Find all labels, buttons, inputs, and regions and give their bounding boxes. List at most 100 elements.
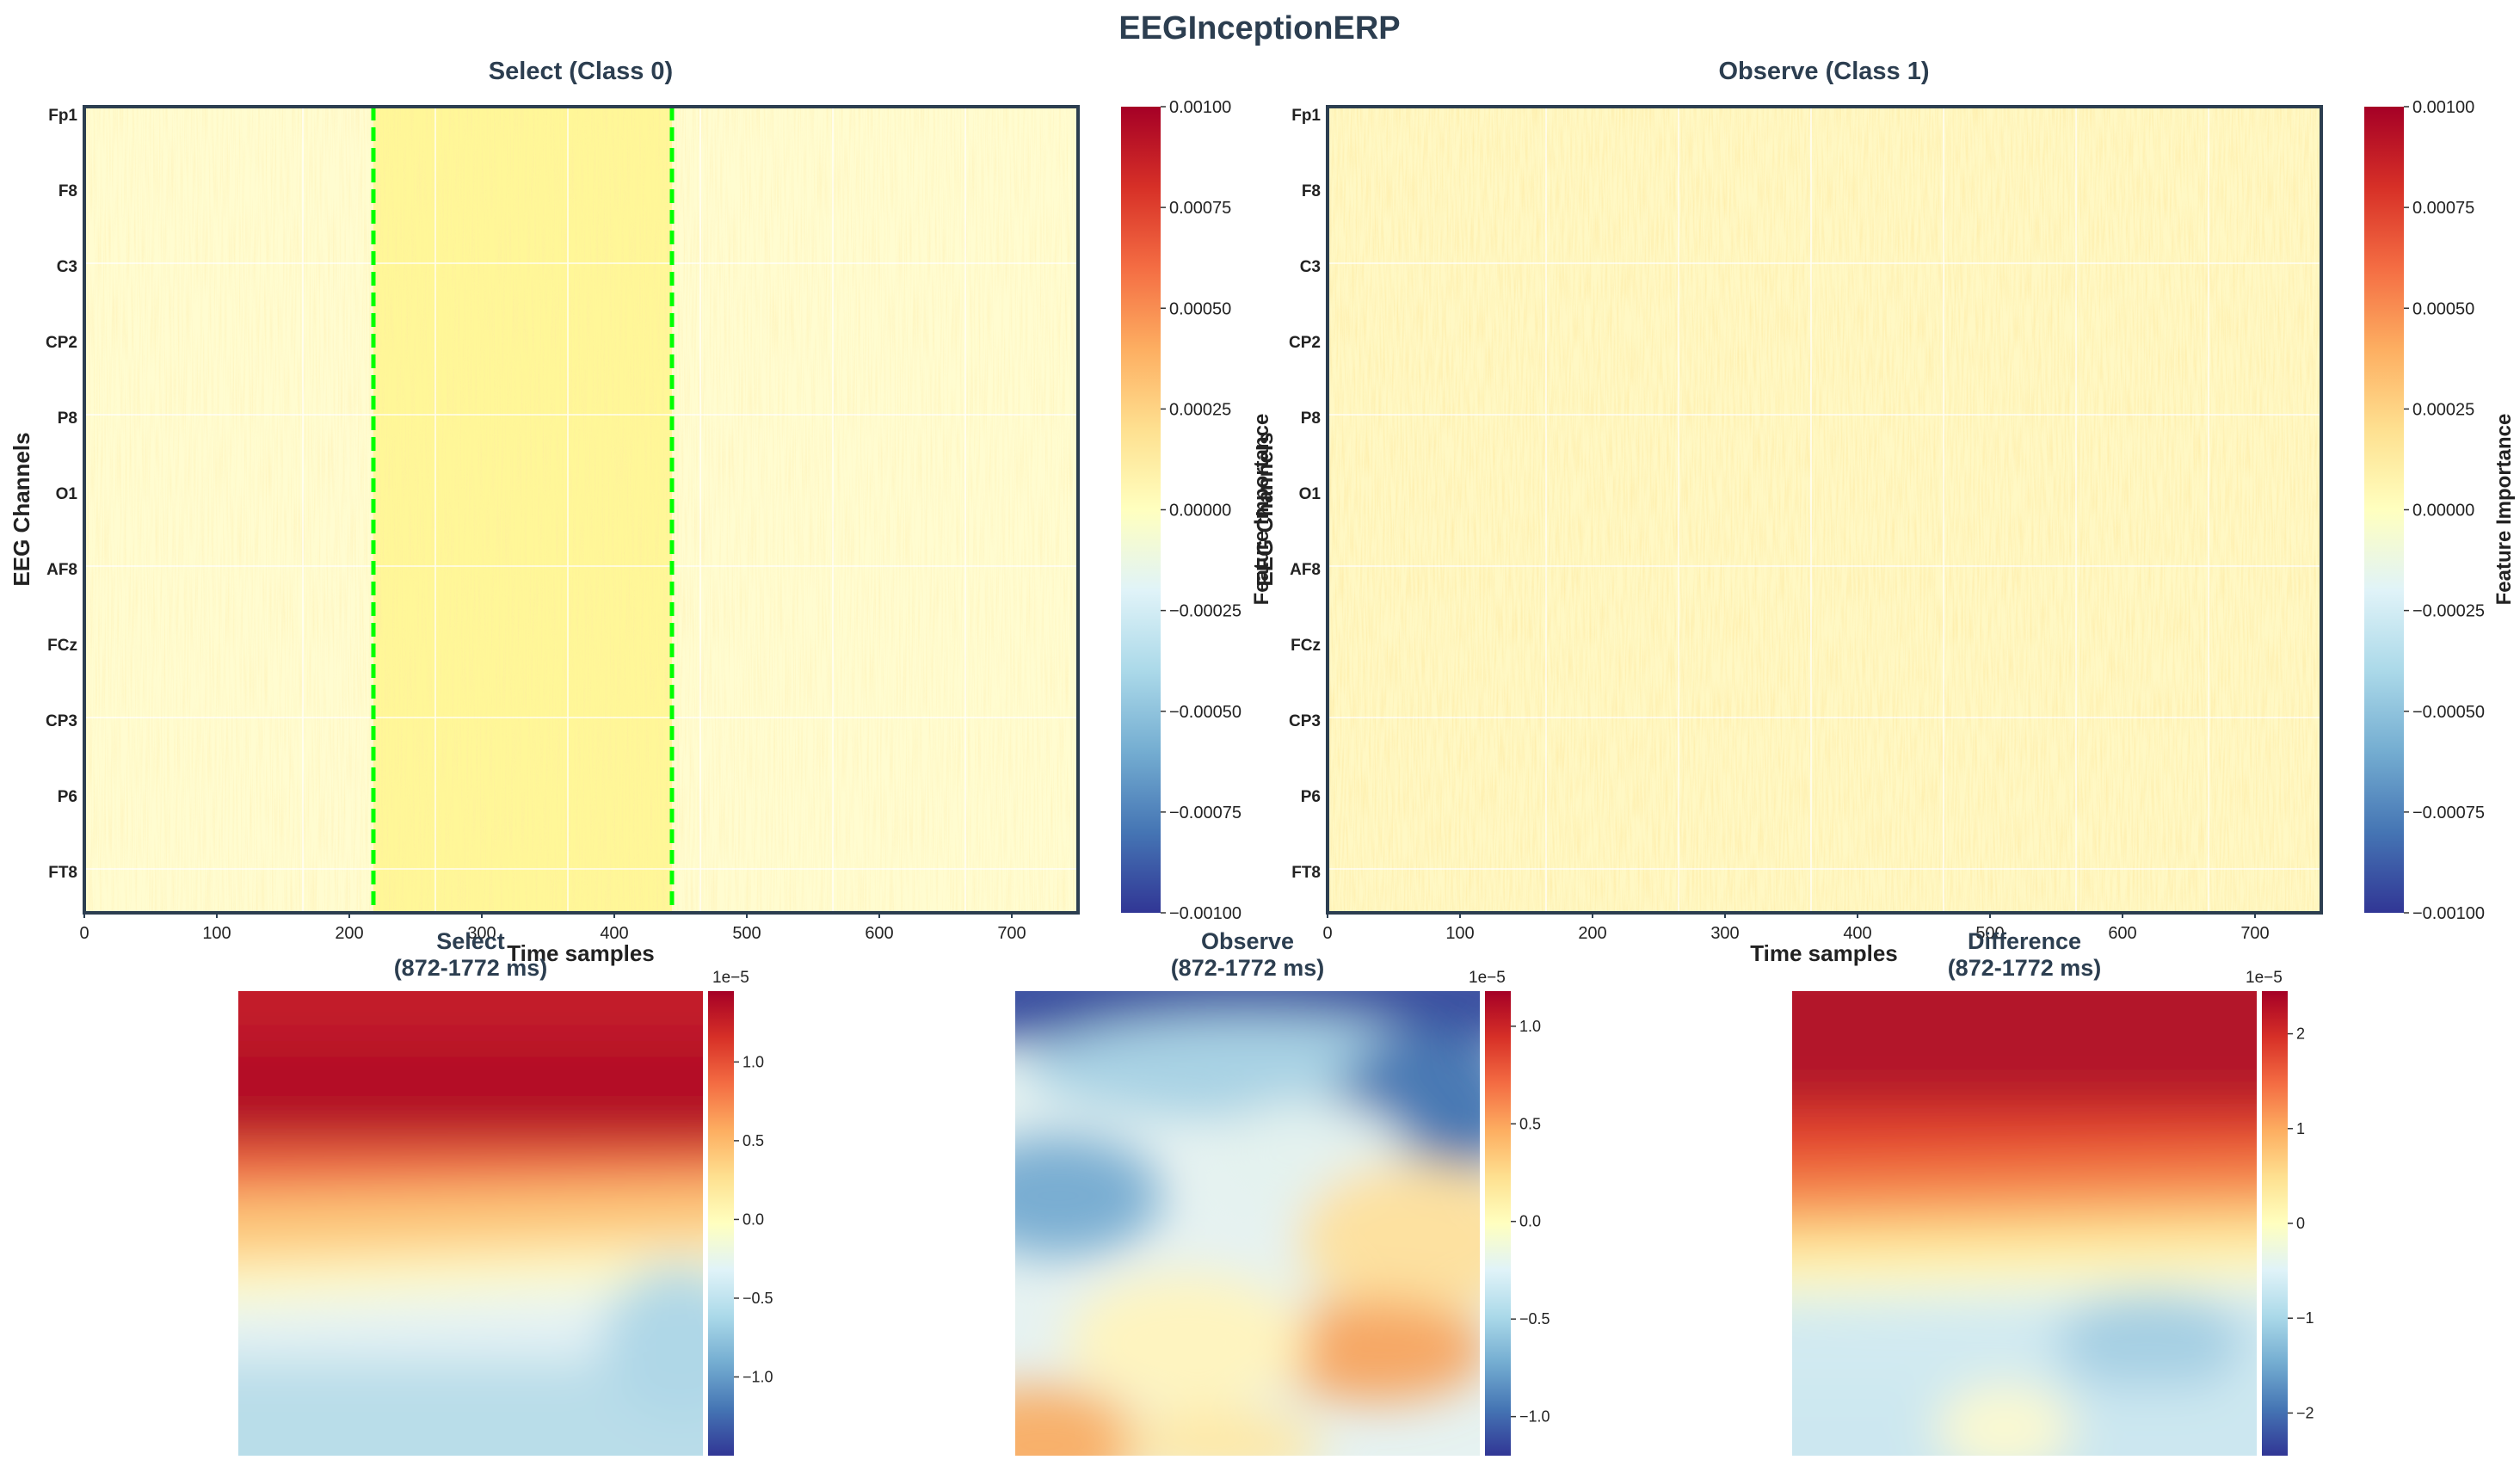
- colorbar-tick-label: 1.0: [1519, 1018, 1541, 1035]
- channel-label: CP2: [1289, 334, 1321, 352]
- topomap-colorbar: [1485, 991, 1511, 1456]
- colorbar-tick-label: −2: [2296, 1404, 2314, 1421]
- colorbar-tick-label: 0.00050: [1169, 299, 1231, 318]
- x-tick-label: 600: [2108, 924, 2136, 943]
- topomap-colorbar-ticks: 1.0 0.5 0.0 −0.5 −1.0: [1511, 1018, 1550, 1426]
- colorbar-tick-label: −0.5: [1519, 1310, 1550, 1327]
- channel-label: P8: [1301, 410, 1321, 428]
- colorbar-tick-label: −1.0: [742, 1368, 773, 1385]
- channel-label: Fp1: [1291, 107, 1321, 125]
- heatmap-observe-class-1: Observe (Class 1) Fp1 F8 C3 CP2 P8 O1 AF8 FCz CP…: [1252, 58, 2516, 966]
- colorbar-tick-label: −0.00050: [2412, 703, 2485, 722]
- colorbar-label: Feature Importance: [1250, 414, 1273, 606]
- topomap-field: [1015, 991, 1480, 1456]
- x-tick-label: 0: [1322, 924, 1332, 943]
- colorbar-tick-label: −0.00075: [1169, 804, 1242, 822]
- x-tick-label: 500: [732, 924, 761, 943]
- x-tick-label: 100: [202, 924, 231, 943]
- colorbar-tick-label: −0.00100: [2412, 904, 2485, 923]
- topomap-colorbar-ticks: 1.0 0.5 0.0 −0.5 −1.0: [734, 1053, 773, 1385]
- channel-label: O1: [1299, 485, 1322, 503]
- colorbar-tick-label: −0.00025: [2412, 602, 2485, 621]
- x-axis-label: Time samples: [1750, 940, 1898, 966]
- y-axis-label: EEG Channels: [1252, 432, 1278, 586]
- colorbar-tick-label: 0.0: [742, 1210, 764, 1228]
- channel-label: P8: [58, 410, 77, 428]
- x-tick-label: 100: [1445, 924, 1474, 943]
- channel-label: CP2: [46, 334, 77, 352]
- channel-label: P6: [1301, 788, 1321, 806]
- topomap-select: Select (872-1772 ms) 1.0 0.5 0.0 −0.5 −1.0 1e…: [238, 928, 773, 1456]
- title-line: (872-1772 ms): [1948, 955, 2102, 981]
- x-tick-label: 400: [600, 924, 628, 943]
- x-tick-label: 500: [1975, 924, 2004, 943]
- colorbar-tick-label: 2: [2296, 1026, 2305, 1043]
- topomap-colorbar-ticks: 2 1 0 −1 −2: [2288, 1026, 2314, 1421]
- colorbar-tick-label: 1.0: [742, 1053, 764, 1070]
- heatmap-frame: [83, 105, 1080, 915]
- x-tick-label: 700: [997, 924, 1026, 943]
- x-axis-label: Time samples: [507, 940, 655, 966]
- colorbar-tick-label: −1.0: [1519, 1408, 1550, 1426]
- channel-label: C3: [1300, 258, 1321, 276]
- gridlines: [84, 107, 1078, 913]
- x-tick-label: 600: [865, 924, 893, 943]
- x-tick-label: 0: [79, 924, 89, 943]
- colorbar-tick-label: −0.00075: [2412, 804, 2485, 822]
- title-line: Select: [436, 928, 505, 954]
- channel-label: FCz: [47, 637, 77, 655]
- colorbar-tick-label: 0.5: [742, 1132, 764, 1149]
- topomap-title: Select (872-1772 ms): [394, 928, 548, 981]
- colorbar-tick-label: 0.00050: [2412, 299, 2474, 318]
- colorbar-exponent: 1e−5: [1469, 969, 1506, 987]
- title-line: Observe: [1201, 928, 1294, 954]
- channel-label: FT8: [1291, 864, 1321, 882]
- title-line: (872-1772 ms): [1171, 955, 1325, 981]
- colorbar-tick-label: 0.00100: [1169, 98, 1231, 117]
- topomap-field: [1792, 991, 2257, 1456]
- time-tick-labels: 0 100 200 300 400 500 600 700: [79, 913, 1026, 943]
- colorbar-tick-label: 0.00000: [1169, 502, 1231, 520]
- channel-label: FCz: [1291, 637, 1321, 655]
- channel-label: AF8: [46, 561, 77, 579]
- colorbar-tick-label: 0.00075: [1169, 199, 1231, 218]
- figure-title: EEGInceptionERP: [1118, 10, 1400, 46]
- colorbar-tick-label: 1: [2296, 1120, 2305, 1137]
- colorbar-tick-label: 0.00075: [2412, 199, 2474, 218]
- colorbar-tick-label: 0.00000: [2412, 502, 2474, 520]
- colorbar-tick-label: 0.00025: [2412, 400, 2474, 419]
- channel-label: O1: [56, 485, 78, 503]
- channel-label: F8: [59, 182, 77, 200]
- x-tick-label: 300: [467, 924, 496, 943]
- x-tick-label: 200: [335, 924, 363, 943]
- colorbar-tick-label: 0.00025: [1169, 400, 1231, 419]
- y-axis-label: EEG Channels: [9, 432, 34, 586]
- topomap-colorbar: [708, 991, 734, 1456]
- channel-label: CP3: [1289, 712, 1321, 730]
- topomap-title: Observe (872-1772 ms): [1171, 928, 1325, 981]
- heatmap-frame: [1326, 105, 2323, 915]
- colorbar-tick-label: −0.00025: [1169, 602, 1242, 621]
- x-tick-label: 400: [1843, 924, 1871, 943]
- heatmap-texture: [1328, 107, 2321, 913]
- colorbar-tick-label: 0.0: [1519, 1213, 1541, 1230]
- topomap-colorbar: [2262, 991, 2288, 1456]
- title-line: (872-1772 ms): [394, 955, 548, 981]
- time-tick-labels: 0 100 200 300 400 500 600 700: [1322, 913, 2270, 943]
- colorbar-tick-labels: 0.00100 0.00075 0.00050 0.00025 0.00000 −0.00…: [2404, 98, 2485, 923]
- colorbar-tick-label: −0.00050: [1169, 703, 1242, 722]
- colorbar-exponent: 1e−5: [2246, 969, 2283, 987]
- topomap-title: Difference (872-1772 ms): [1948, 928, 2102, 981]
- colorbar-label: Feature Importance: [2492, 414, 2516, 606]
- x-tick-label: 700: [2240, 924, 2269, 943]
- topomap-observe: Observe (872-1772 ms) 1.0 0.5 0.0 −0.5 −1.0 1…: [1015, 928, 1550, 1456]
- colorbar: [2364, 107, 2404, 913]
- colorbar-tick-label: −0.00100: [1169, 904, 1242, 923]
- colorbar-tick-label: −0.5: [742, 1290, 773, 1307]
- channel-label: FT8: [48, 864, 77, 882]
- colorbar-tick-label: −1: [2296, 1309, 2314, 1327]
- channel-tick-labels: Fp1 F8 C3 CP2 P8 O1 AF8 FCz CP3 P6 FT8: [46, 107, 77, 882]
- channel-label: F8: [1302, 182, 1321, 200]
- colorbar-tick-label: 0.5: [1519, 1115, 1541, 1132]
